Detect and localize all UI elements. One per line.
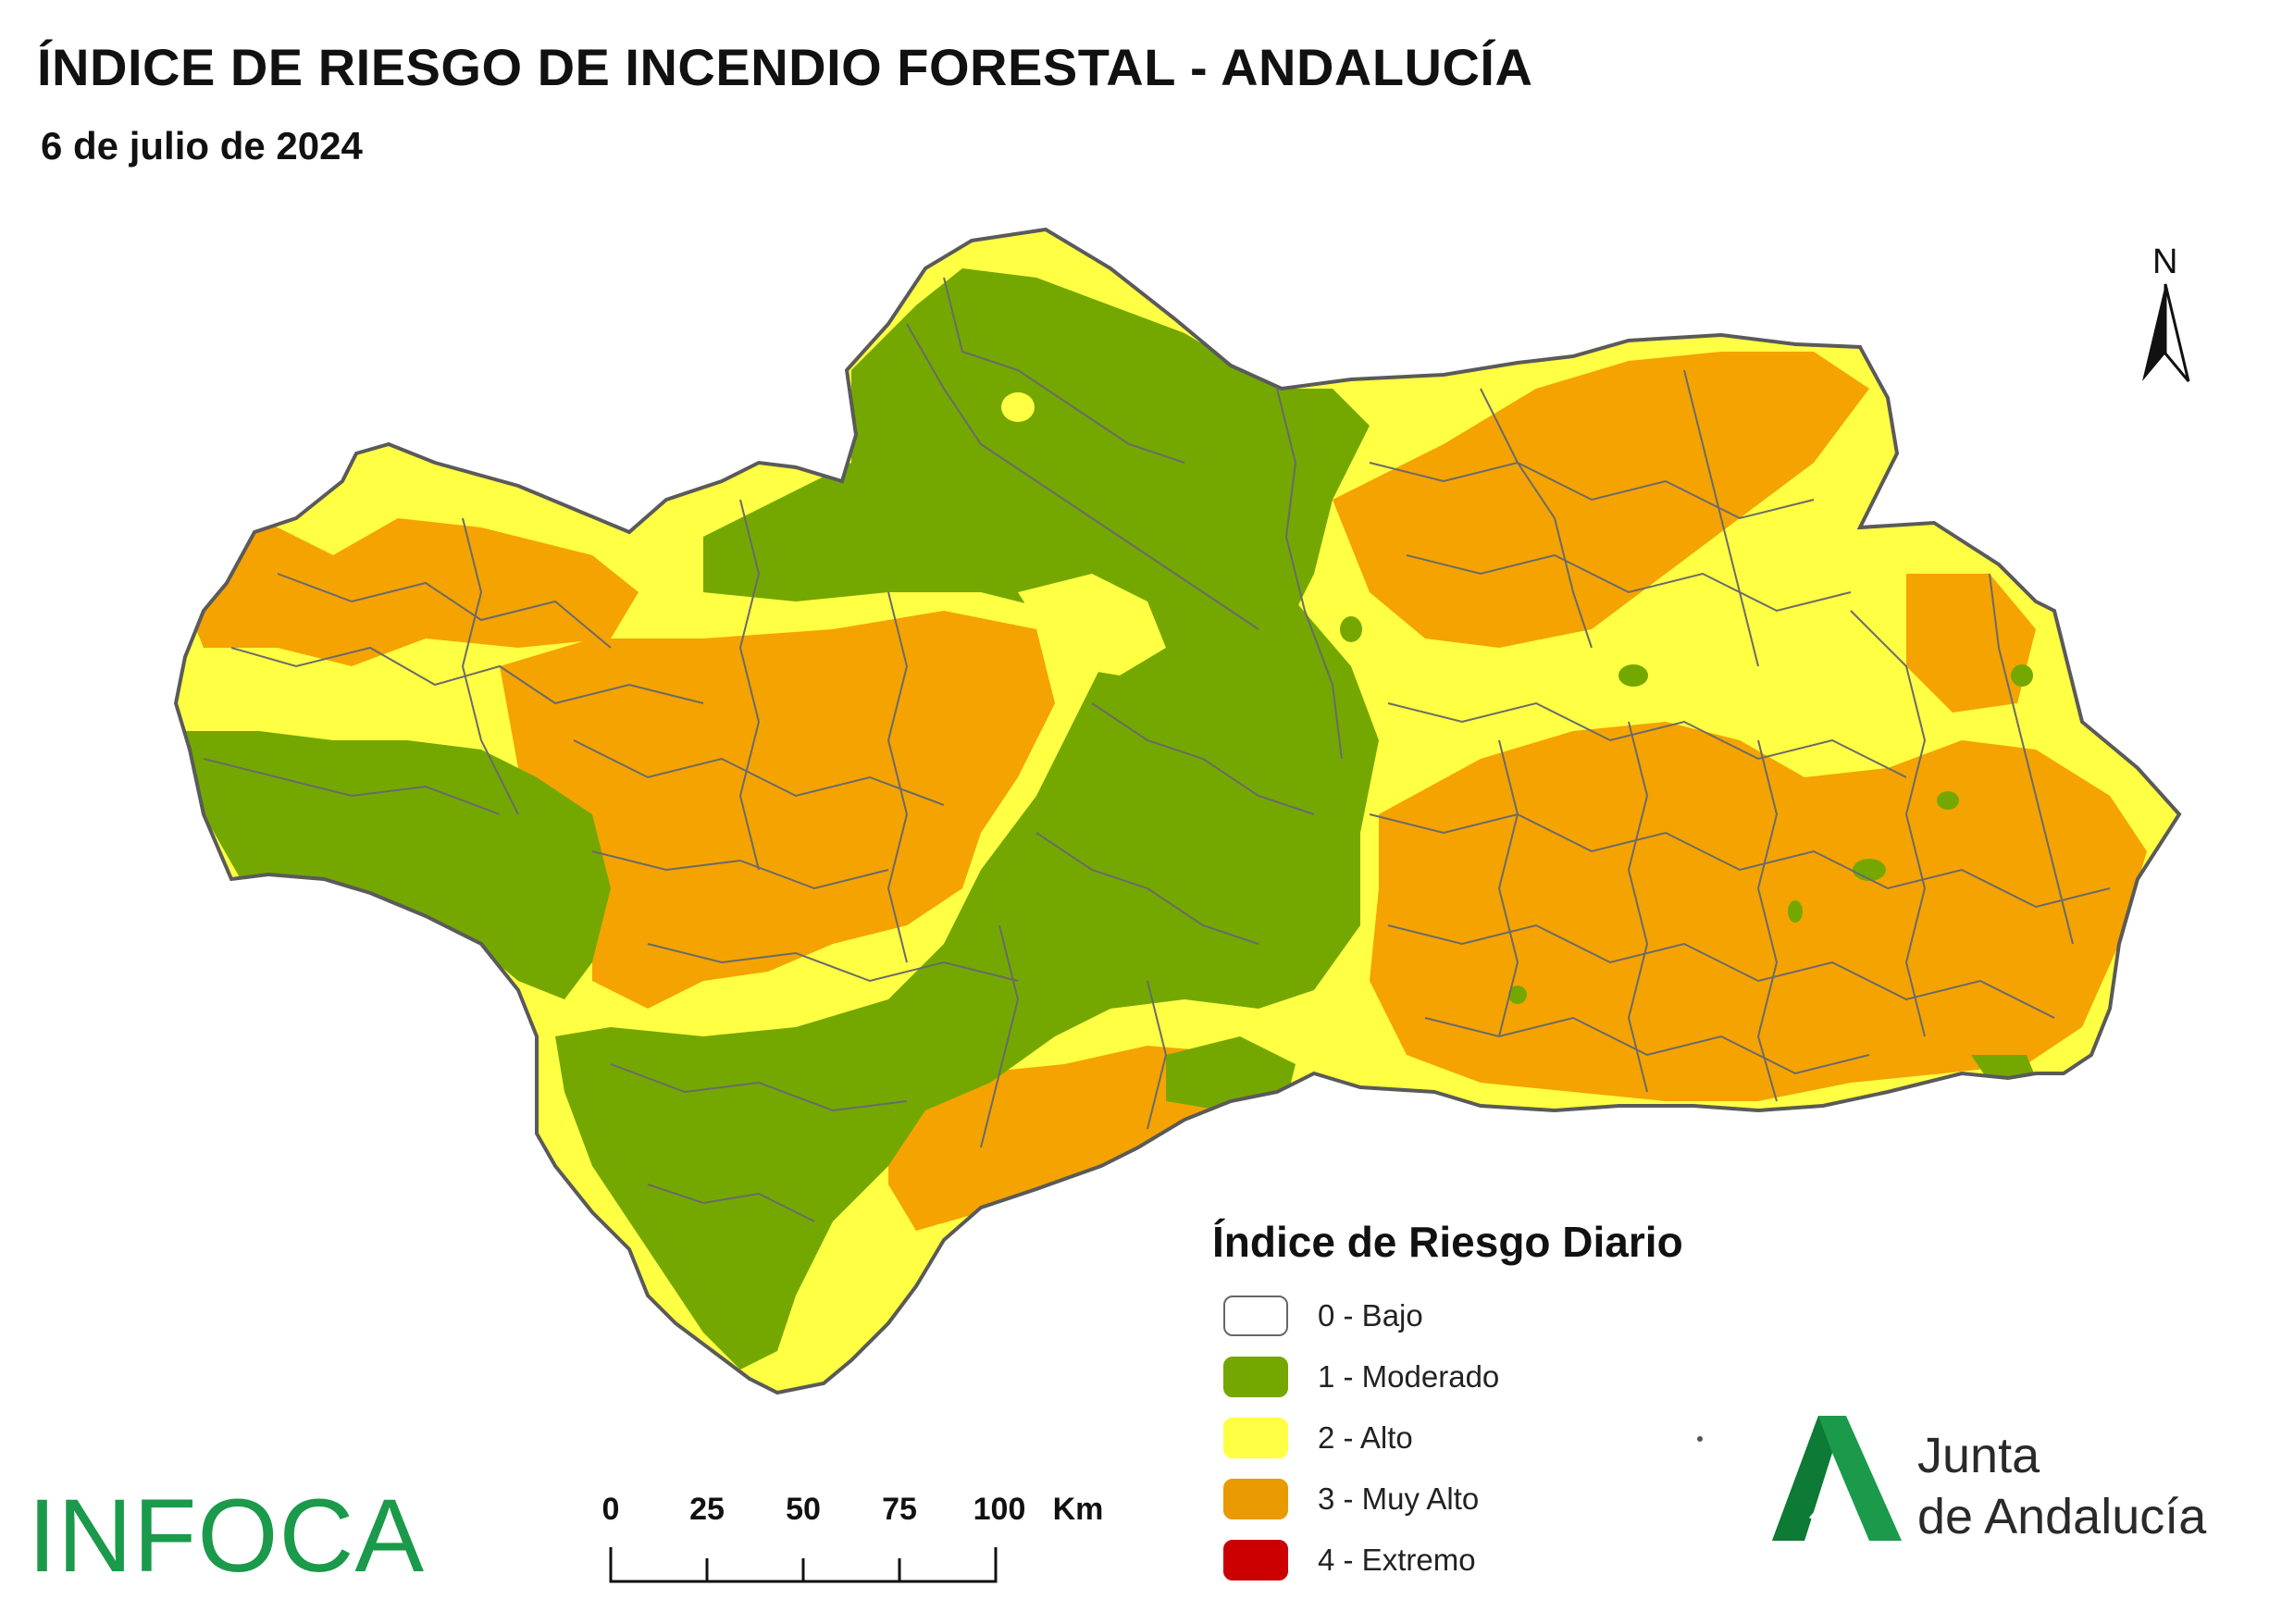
legend-swatch-muy-alto xyxy=(1223,1479,1288,1519)
legend-item-alto: 2 - Alto xyxy=(1212,1407,1683,1469)
north-label: N xyxy=(2152,242,2178,281)
junta-line2: de Andalucía xyxy=(1917,1489,2207,1544)
municipal-boundaries xyxy=(203,277,2111,1222)
map-date: 6 de julio de 2024 xyxy=(41,124,363,167)
legend: Índice de Riesgo Diario 0 - Bajo 1 - Mod… xyxy=(1212,1217,1683,1591)
legend-swatch-moderado xyxy=(1223,1357,1288,1397)
map-title: ÍNDICE DE RIESGO DE INCENDIO FORESTAL - … xyxy=(37,38,1533,96)
legend-label-moderado: 1 - Moderado xyxy=(1318,1359,1500,1394)
legend-label-extremo: 4 - Extremo xyxy=(1318,1543,1476,1577)
junta-line1: Junta xyxy=(1917,1428,2040,1483)
legend-swatch-extremo xyxy=(1223,1540,1288,1581)
junta-text: Junta de Andalucía xyxy=(1917,1425,2206,1547)
legend-label-bajo: 0 - Bajo xyxy=(1318,1298,1423,1333)
scale-tick-50: 50 xyxy=(786,1492,821,1527)
legend-title: Índice de Riesgo Diario xyxy=(1212,1218,1683,1266)
junta-andalucia-logo: Junta de Andalucía xyxy=(1767,1407,2249,1555)
scale-tick-25: 25 xyxy=(689,1492,725,1527)
scale-unit: Km xyxy=(1052,1492,1104,1527)
scale-tick-75: 75 xyxy=(882,1492,917,1527)
legend-label-alto: 2 - Alto xyxy=(1318,1420,1413,1455)
infoca-logo: INFOCA xyxy=(28,1478,426,1593)
scale-bar: 0 25 50 75 100 Km xyxy=(592,1492,1103,1593)
legend-item-bajo: 0 - Bajo xyxy=(1212,1285,1683,1346)
scale-tick-0: 0 xyxy=(601,1492,620,1527)
legend-label-muy-alto: 3 - Muy Alto xyxy=(1318,1481,1480,1516)
legend-item-moderado: 1 - Moderado xyxy=(1212,1346,1683,1407)
legend-item-muy-alto: 3 - Muy Alto xyxy=(1212,1469,1683,1530)
legend-swatch-bajo xyxy=(1223,1295,1288,1336)
scale-bar-line xyxy=(609,1547,998,1583)
legend-item-extremo: 4 - Extremo xyxy=(1212,1530,1683,1591)
legend-swatch-alto xyxy=(1223,1418,1288,1458)
junta-emblem-icon xyxy=(1772,1416,1902,1541)
map-dot xyxy=(1697,1436,1703,1442)
north-arrow-icon xyxy=(2142,283,2190,382)
scale-tick-100: 100 xyxy=(973,1492,1026,1527)
